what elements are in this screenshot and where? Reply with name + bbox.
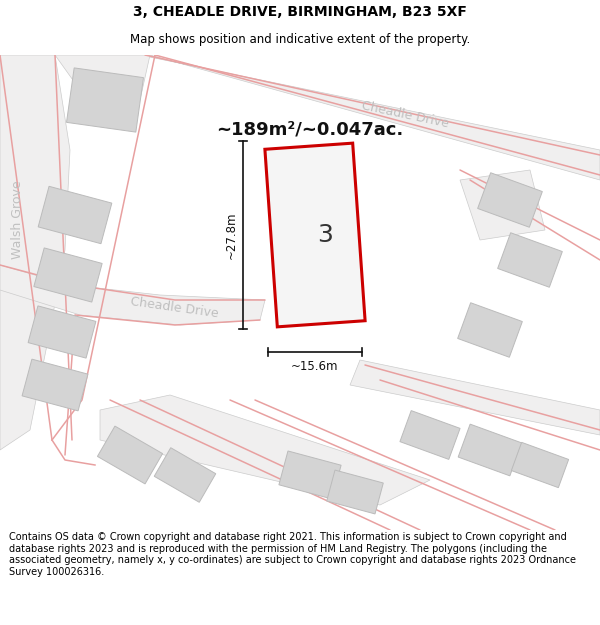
Polygon shape — [154, 448, 216, 503]
Polygon shape — [22, 359, 88, 411]
Text: ~15.6m: ~15.6m — [291, 361, 339, 374]
Text: Cheadle Drive: Cheadle Drive — [130, 296, 220, 321]
Text: ~189m²/~0.047ac.: ~189m²/~0.047ac. — [217, 121, 404, 139]
Polygon shape — [350, 360, 600, 435]
Text: 3: 3 — [317, 223, 333, 247]
Polygon shape — [497, 232, 562, 288]
Text: Cheadle Drive: Cheadle Drive — [360, 99, 449, 131]
Polygon shape — [0, 265, 265, 325]
Polygon shape — [511, 442, 569, 488]
Text: Map shows position and indicative extent of the property.: Map shows position and indicative extent… — [130, 33, 470, 46]
Polygon shape — [97, 426, 163, 484]
Polygon shape — [460, 170, 545, 240]
Polygon shape — [34, 248, 102, 302]
Polygon shape — [458, 302, 523, 358]
Polygon shape — [28, 306, 96, 358]
Polygon shape — [100, 395, 430, 505]
Text: 3, CHEADLE DRIVE, BIRMINGHAM, B23 5XF: 3, CHEADLE DRIVE, BIRMINGHAM, B23 5XF — [133, 5, 467, 19]
Polygon shape — [400, 411, 460, 459]
Text: Contains OS data © Crown copyright and database right 2021. This information is : Contains OS data © Crown copyright and d… — [9, 532, 576, 577]
Polygon shape — [265, 143, 365, 327]
Polygon shape — [67, 68, 143, 132]
Polygon shape — [279, 451, 341, 499]
Polygon shape — [55, 55, 150, 100]
Text: ~27.8m: ~27.8m — [224, 211, 238, 259]
Polygon shape — [327, 470, 383, 514]
Polygon shape — [38, 186, 112, 244]
Polygon shape — [140, 55, 600, 180]
Polygon shape — [478, 173, 542, 228]
Polygon shape — [0, 55, 70, 450]
Polygon shape — [458, 424, 522, 476]
Text: Walsh Grove: Walsh Grove — [11, 181, 25, 259]
